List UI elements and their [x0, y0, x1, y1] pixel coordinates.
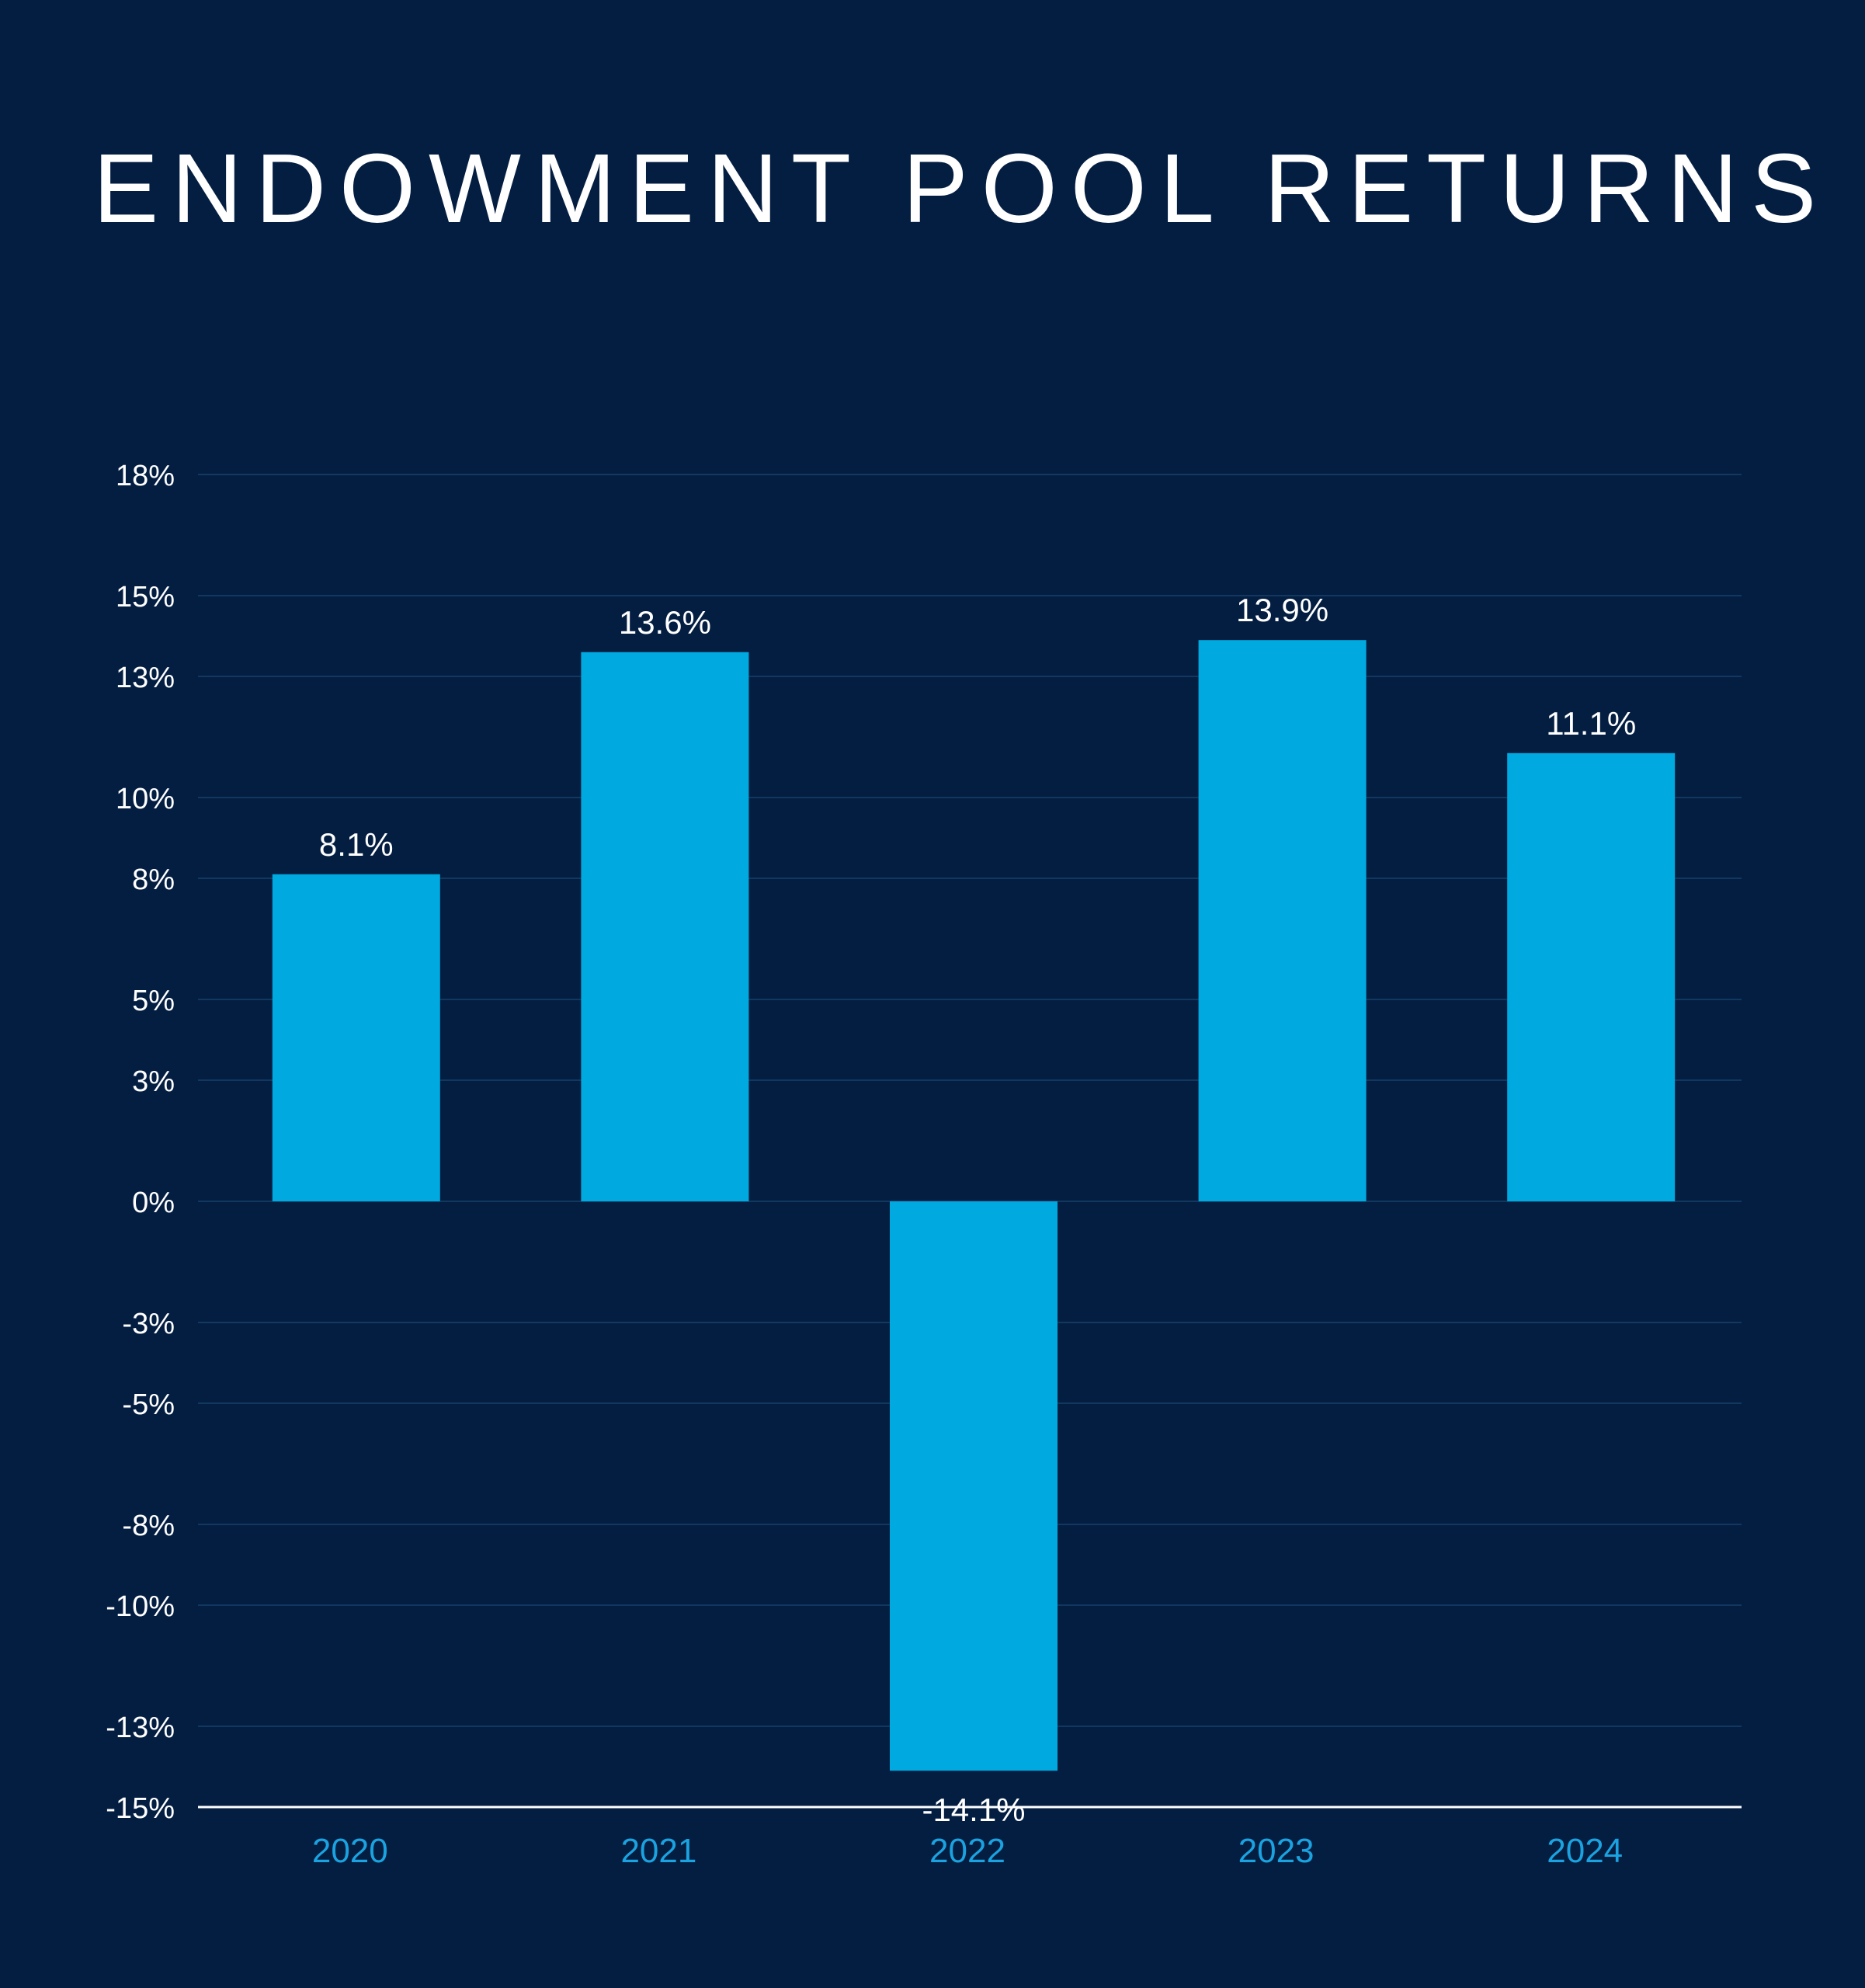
y-tick-label: 0%	[132, 1187, 175, 1219]
x-tick-label: 2022	[929, 1832, 1005, 1870]
y-tick-label: 10%	[116, 783, 175, 815]
data-label: -14.1%	[922, 1792, 1025, 1828]
chart-title: ENDOWMENT POOL RETURNS	[93, 134, 1830, 243]
data-label: 13.9%	[1236, 592, 1328, 628]
y-tick-label: 15%	[116, 581, 175, 613]
data-label: 11.1%	[1546, 705, 1636, 742]
bar	[1507, 752, 1676, 1201]
y-tick-label: -13%	[106, 1712, 175, 1744]
y-tick-label: -3%	[122, 1308, 175, 1340]
y-tick-label: -10%	[106, 1590, 175, 1623]
data-label: 13.6%	[619, 604, 711, 641]
y-tick-label: 18%	[116, 460, 175, 492]
bars	[272, 640, 1676, 1771]
data-labels: 8.1% 13.6% -14.1% 13.9% 11.1%	[319, 592, 1636, 1828]
bar	[1198, 640, 1367, 1201]
x-axis-category-labels: 2020 2021 2022 2023 2024	[312, 1832, 1623, 1870]
y-tick-label: 3%	[132, 1065, 175, 1098]
y-tick-label: -8%	[122, 1510, 175, 1542]
data-label: 8.1%	[319, 826, 394, 863]
y-axis-tick-labels: 18% 15% 13% 10% 8% 5% 3% 0% -3% -5% -8% -10% -13% -15…	[106, 460, 175, 1825]
y-tick-label: 8%	[132, 864, 175, 896]
x-tick-label: 2020	[312, 1832, 388, 1870]
x-tick-label: 2024	[1547, 1832, 1623, 1870]
y-tick-label: -5%	[122, 1388, 175, 1421]
bar	[272, 874, 440, 1201]
y-tick-label: 5%	[132, 985, 175, 1017]
x-tick-label: 2023	[1238, 1832, 1315, 1870]
y-tick-label: 13%	[116, 662, 175, 694]
x-tick-label: 2021	[620, 1832, 696, 1870]
bar	[581, 652, 749, 1201]
bar	[890, 1201, 1058, 1771]
y-tick-label: -15%	[106, 1792, 175, 1825]
